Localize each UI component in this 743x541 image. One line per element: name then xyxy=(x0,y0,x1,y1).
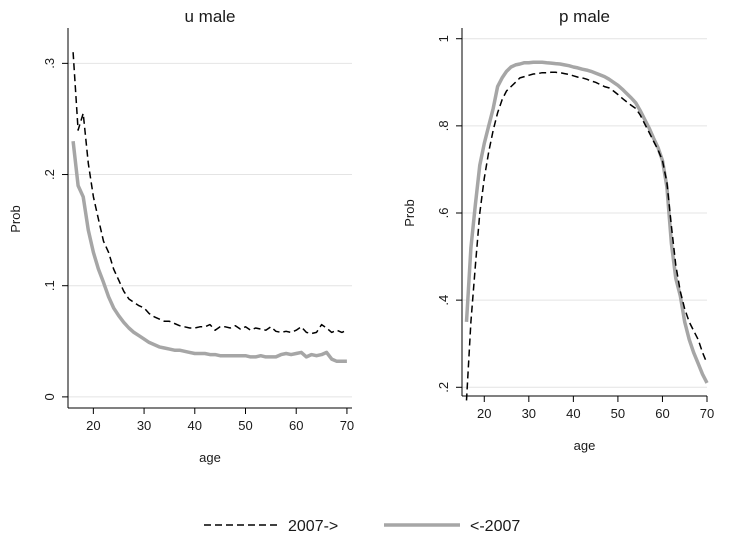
chart-title: u male xyxy=(184,7,235,26)
x-axis-label: age xyxy=(199,450,221,465)
y-tick-label: .2 xyxy=(436,382,451,393)
x-tick-label: 20 xyxy=(477,406,491,421)
x-tick-label: 40 xyxy=(188,418,202,433)
x-tick-label: 40 xyxy=(566,406,580,421)
legend-label: <-2007 xyxy=(470,518,520,535)
x-tick-label: 60 xyxy=(289,418,303,433)
panel-p-male: p male .2 .4 .6 .8 1 20 30 40 50 60 70 age Prob xyxy=(402,7,714,453)
x-tick-label: 70 xyxy=(700,406,714,421)
y-tick-label: .1 xyxy=(42,280,57,291)
y-tick-label: 1 xyxy=(436,35,451,42)
y-tick-label: .4 xyxy=(436,295,451,306)
y-axis-label: Prob xyxy=(8,205,23,232)
series-line-solid xyxy=(464,60,709,384)
y-tick-label: 0 xyxy=(42,393,57,400)
legend: 2007-> <-2007 xyxy=(204,518,520,535)
y-tick-label: .3 xyxy=(42,58,57,69)
panel-u-male: u male 0 .1 .2 .3 20 30 40 50 60 70 age Prob xyxy=(8,7,354,465)
x-tick-label: 30 xyxy=(137,418,151,433)
x-tick-label: 50 xyxy=(238,418,252,433)
series-line-dashed xyxy=(465,71,708,401)
y-tick-label: .2 xyxy=(42,169,57,180)
x-tick-label: 60 xyxy=(655,406,669,421)
x-tick-label: 20 xyxy=(86,418,100,433)
y-tick-label: .6 xyxy=(436,208,451,219)
x-tick-label: 30 xyxy=(522,406,536,421)
x-tick-label: 50 xyxy=(611,406,625,421)
x-axis-label: age xyxy=(574,438,596,453)
series-line-solid xyxy=(71,141,347,364)
x-tick-label: 70 xyxy=(340,418,354,433)
y-axis-label: Prob xyxy=(402,199,417,226)
chart-title: p male xyxy=(559,7,610,26)
y-tick-label: .8 xyxy=(436,120,451,131)
legend-label: 2007-> xyxy=(288,518,338,535)
series-line-dashed xyxy=(72,52,348,335)
